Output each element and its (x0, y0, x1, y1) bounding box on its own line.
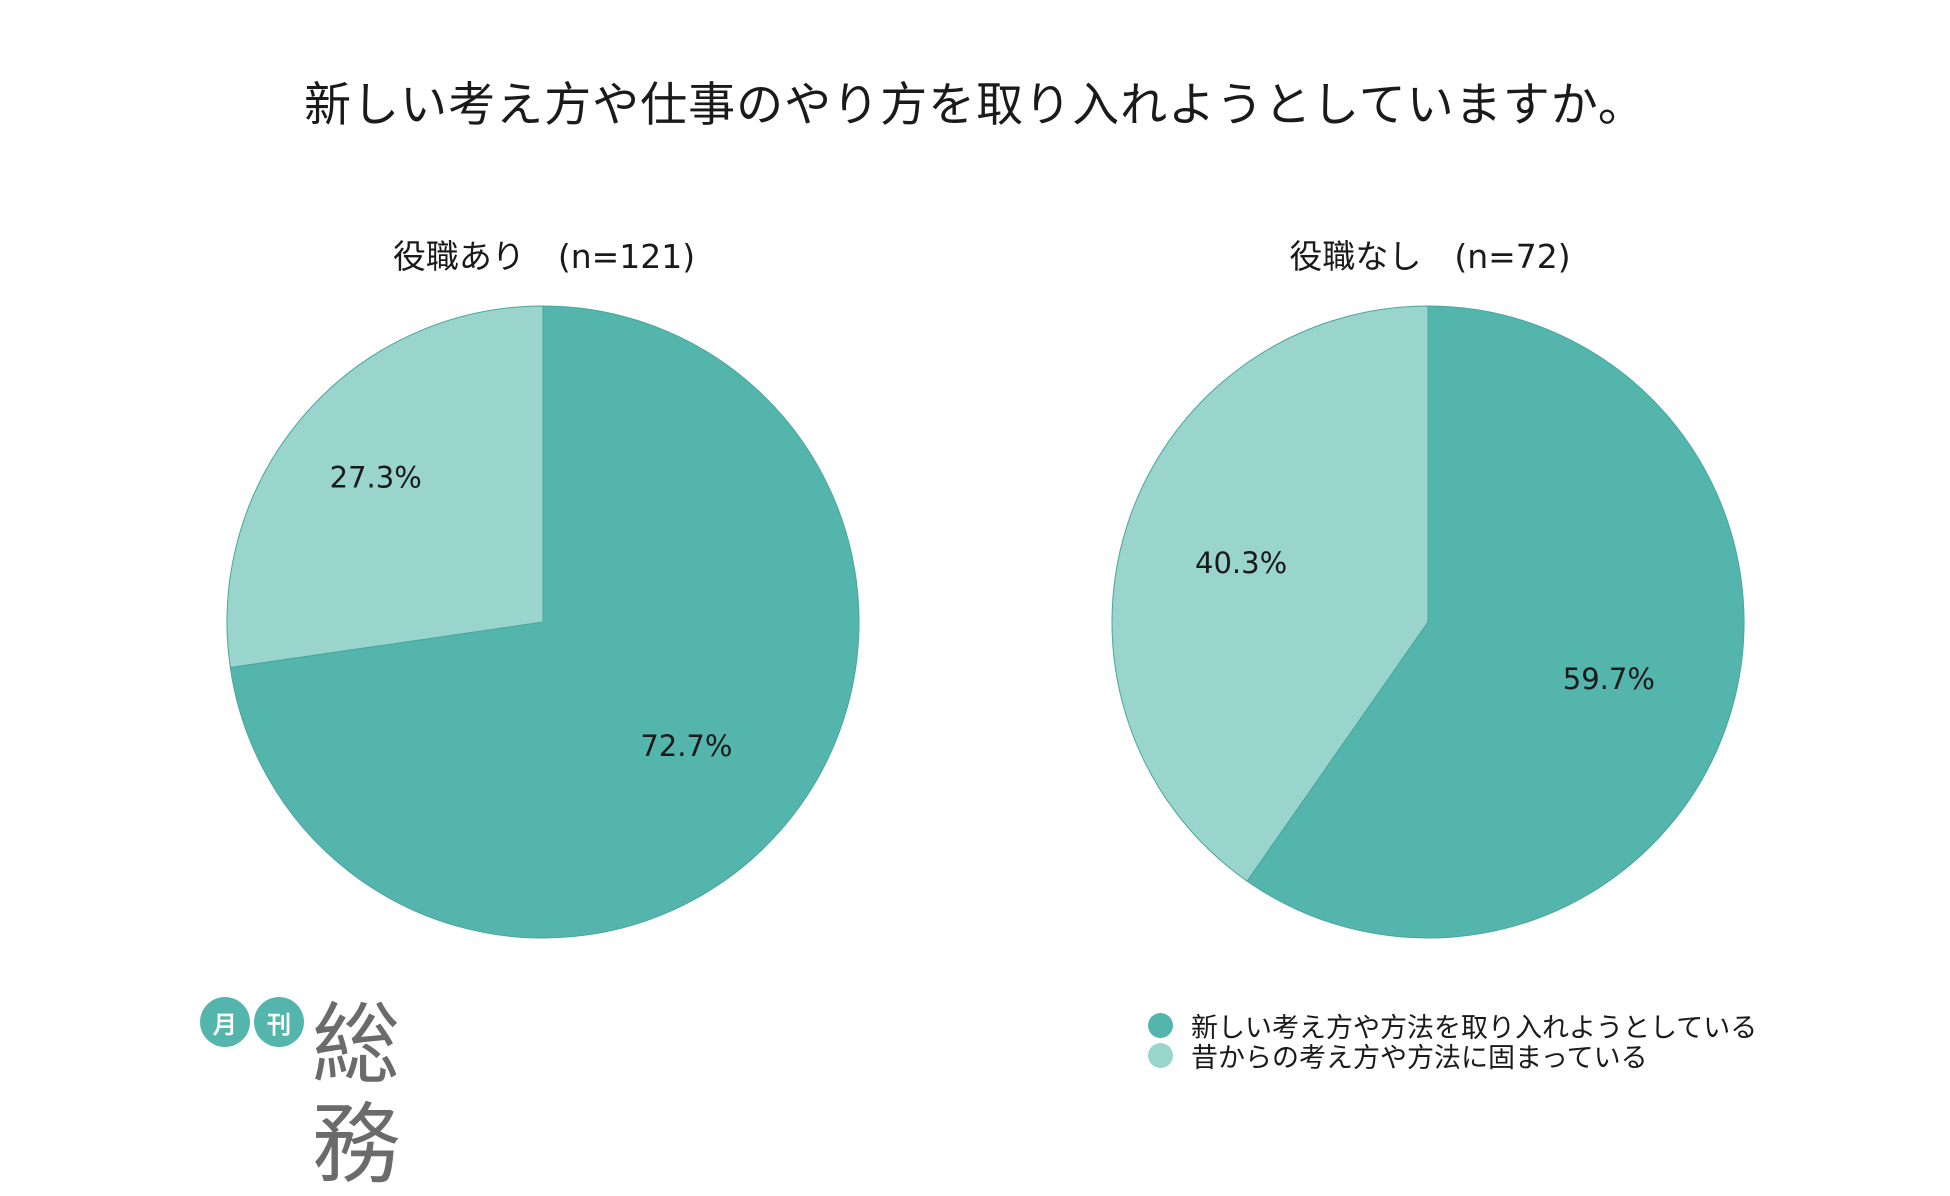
legend-swatch-old (1148, 1042, 1173, 1068)
logo: 月 刊 総務 (200, 995, 470, 1195)
logo-name: 総務 (312, 993, 400, 1196)
legend: 新しい考え方や方法を取り入れようとしている 昔からの考え方や方法に固まっている (1148, 1010, 1757, 1074)
legend-swatch-new (1148, 1012, 1173, 1038)
pie-1-slice-new (229, 305, 860, 939)
chart-title: 新しい考え方や仕事のやり方を取り入れようとしていますか。 (304, 78, 1646, 133)
legend-label-new: 新しい考え方や方法を取り入れようとしている (1191, 1012, 1758, 1044)
pie-1-label-old: 27.3% (330, 460, 422, 494)
legend-item-new: 新しい考え方や方法を取り入れようとしている (1148, 1010, 1757, 1044)
legend-item-old: 昔からの考え方や方法に固まっている (1148, 1040, 1757, 1074)
pie-2-label-new: 59.7% (1563, 662, 1655, 696)
logo-badge-month: 月 (200, 997, 250, 1047)
pie-2-slice-new (1246, 305, 1745, 939)
pie-2-label-old: 40.3% (1195, 546, 1287, 580)
pie-2-slice-old (1111, 305, 1429, 882)
pie-2-title: 役職なし (n=72) (1289, 237, 1571, 276)
pie-1-label-new: 72.7% (640, 729, 732, 763)
pie-1-title: 役職あり (n=121) (392, 237, 696, 276)
pie-1-slice-old (226, 305, 544, 669)
logo-badge-publication: 刊 (254, 997, 304, 1047)
legend-label-old: 昔からの考え方や方法に固まっている (1191, 1042, 1648, 1074)
